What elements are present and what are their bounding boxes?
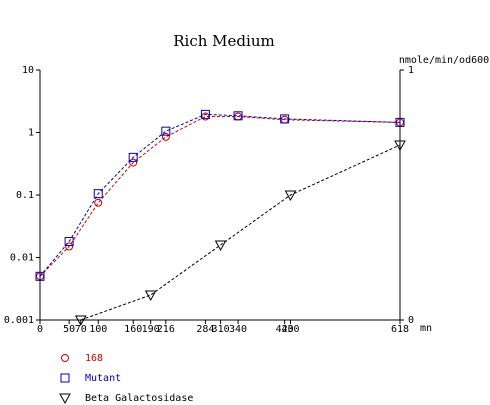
- marker: [395, 117, 405, 127]
- x-tick-label: 216: [157, 324, 175, 335]
- marker: [129, 158, 138, 167]
- y-tick-label: 0.01: [10, 253, 34, 264]
- marker: [144, 290, 157, 302]
- x-tick-label: 160: [124, 324, 142, 335]
- x-tick-label: 310: [212, 324, 230, 335]
- marker: [60, 373, 70, 383]
- x-tick-label: 190: [142, 324, 160, 335]
- x-tick-label: 618: [391, 324, 409, 335]
- marker: [35, 271, 45, 281]
- x-tick-label: 340: [229, 324, 247, 335]
- x-tick-label: 0: [37, 324, 43, 335]
- marker: [200, 109, 210, 119]
- x-tick-label: 430: [281, 324, 299, 335]
- y-tick-label: 0.001: [4, 315, 34, 326]
- y2-tick-label: 0: [408, 315, 414, 326]
- marker: [64, 237, 74, 247]
- series-line: [39, 116, 401, 277]
- y-tick-label: 0.1: [16, 190, 34, 201]
- x-tick-label: 100: [89, 324, 107, 335]
- marker: [65, 242, 74, 251]
- legend-label: 168: [85, 353, 103, 364]
- marker: [233, 111, 243, 121]
- x-tick-label: 50: [63, 324, 75, 335]
- series-line: [39, 113, 401, 277]
- x-tick-label: 284: [196, 324, 214, 335]
- y2-axis-label: nmole/min/od600: [399, 55, 489, 66]
- series-line: [80, 144, 401, 321]
- x-tick-label: 70: [75, 324, 87, 335]
- marker: [74, 315, 87, 327]
- chart-title: Rich Medium: [173, 32, 274, 50]
- marker: [214, 240, 227, 252]
- marker: [280, 114, 290, 124]
- marker: [94, 198, 103, 207]
- x-tick-label: 420: [276, 324, 294, 335]
- marker: [161, 126, 171, 136]
- y2-tick-label: 1: [408, 65, 414, 76]
- marker: [93, 189, 103, 199]
- x-axis-label: mn: [420, 323, 432, 334]
- marker: [59, 393, 71, 405]
- marker: [394, 140, 406, 152]
- marker: [61, 354, 69, 362]
- legend-label: Mutant: [85, 373, 121, 384]
- y-tick-label: 1: [28, 128, 34, 139]
- marker: [161, 132, 170, 141]
- marker: [284, 190, 297, 202]
- marker: [128, 152, 138, 162]
- y-tick-label: 10: [22, 65, 34, 76]
- legend-label: Beta Galactosidase: [85, 393, 193, 404]
